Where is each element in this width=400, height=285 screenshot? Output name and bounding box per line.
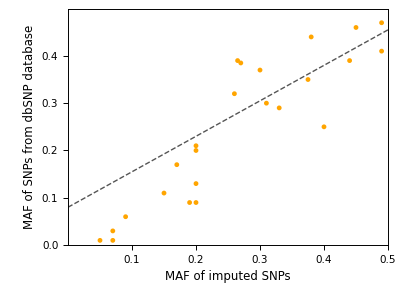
- Point: [193, 143, 199, 148]
- Point: [234, 58, 241, 63]
- Point: [97, 238, 103, 243]
- Point: [257, 68, 263, 72]
- Point: [276, 106, 282, 110]
- Point: [193, 148, 199, 153]
- Point: [193, 181, 199, 186]
- Point: [263, 101, 270, 105]
- Point: [231, 91, 238, 96]
- Point: [122, 214, 129, 219]
- Point: [308, 35, 314, 39]
- Point: [346, 58, 353, 63]
- Point: [110, 238, 116, 243]
- Point: [186, 200, 193, 205]
- Point: [193, 200, 199, 205]
- Y-axis label: MAF of SNPs from dbSNP database: MAF of SNPs from dbSNP database: [23, 25, 36, 229]
- Point: [378, 21, 385, 25]
- Point: [161, 191, 167, 195]
- Point: [174, 162, 180, 167]
- Point: [110, 229, 116, 233]
- Point: [378, 49, 385, 53]
- X-axis label: MAF of imputed SNPs: MAF of imputed SNPs: [165, 270, 291, 283]
- Point: [238, 61, 244, 65]
- Point: [305, 77, 311, 82]
- Point: [321, 125, 327, 129]
- Point: [353, 25, 359, 30]
